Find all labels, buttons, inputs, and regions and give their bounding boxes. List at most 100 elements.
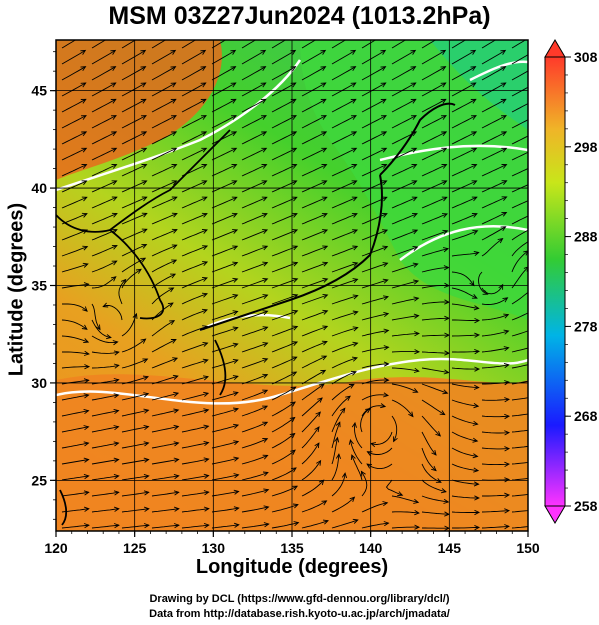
streamline-arrowhead — [320, 34, 325, 38]
streamline — [481, 398, 510, 401]
streamline-arrowhead — [142, 375, 149, 381]
streamline-arrowhead — [170, 34, 175, 38]
streamline-arrowhead — [321, 212, 328, 218]
streamline-arrowhead — [443, 247, 449, 253]
streamline-arrowhead — [334, 436, 340, 443]
streamline — [151, 98, 177, 113]
streamline — [241, 294, 268, 305]
streamline-arrowhead — [534, 508, 539, 512]
streamline-arrowhead — [410, 34, 415, 38]
streamline-arrowhead — [262, 373, 269, 379]
streamline — [151, 40, 167, 49]
streamline — [331, 422, 341, 449]
x-tick-label: 145 — [438, 540, 462, 556]
streamline-arrowhead — [111, 228, 118, 234]
x-tick-label: 125 — [123, 540, 147, 556]
streamline-arrowhead — [173, 523, 180, 529]
streamline-arrowhead — [440, 115, 447, 120]
streamline-arrowhead — [471, 213, 478, 218]
streamline — [91, 196, 117, 209]
streamline — [391, 180, 417, 193]
streamline-arrowhead — [504, 430, 511, 436]
streamline-arrowhead — [232, 326, 239, 332]
streamline-arrowhead — [83, 490, 90, 496]
streamline-arrowhead — [531, 83, 536, 87]
streamline — [421, 66, 446, 81]
streamline-arrowhead — [291, 467, 297, 473]
streamline-arrowhead — [110, 49, 117, 55]
streamline-arrowhead — [203, 473, 210, 479]
streamline — [211, 147, 237, 161]
streamline-arrowhead — [382, 278, 389, 284]
streamline — [181, 147, 207, 161]
streamline — [451, 431, 478, 442]
streamline — [211, 327, 238, 337]
streamline — [511, 397, 528, 401]
streamline-arrowhead — [414, 510, 420, 516]
streamline-arrowhead — [352, 261, 359, 267]
streamline — [241, 131, 267, 145]
streamline — [181, 442, 209, 449]
streamline — [478, 271, 488, 295]
streamline-arrowhead — [504, 492, 511, 498]
streamline-arrowhead — [413, 296, 420, 302]
streamline-arrowhead — [440, 488, 447, 494]
streamline — [481, 147, 507, 161]
streamline-arrowhead — [440, 98, 447, 104]
streamline — [331, 327, 358, 337]
streamline — [451, 447, 478, 457]
streamline-arrowhead — [497, 237, 504, 244]
streamline-arrowhead — [231, 212, 238, 218]
streamline — [481, 415, 510, 418]
streamline-arrowhead — [382, 245, 389, 251]
streamline-arrowhead — [200, 98, 207, 104]
streamline — [391, 40, 407, 49]
x-axis-label: Longitude (degrees) — [195, 556, 389, 578]
streamline — [301, 229, 328, 241]
streamline — [301, 294, 328, 305]
streamline — [271, 504, 299, 513]
streamline-arrowhead — [262, 471, 269, 477]
streamline — [451, 98, 477, 113]
streamline-arrowhead — [439, 410, 446, 416]
streamline — [421, 230, 448, 241]
streamline-arrowhead — [501, 147, 508, 153]
streamline — [481, 525, 509, 529]
streamline-arrowhead — [263, 488, 270, 494]
streamline-arrowhead — [503, 362, 510, 369]
streamline — [511, 40, 527, 49]
colorbar-tick-label: 278 — [574, 318, 598, 334]
streamline — [181, 229, 208, 241]
streamline-arrowhead — [411, 196, 418, 202]
streamline-arrowhead — [233, 423, 240, 429]
streamline-arrowhead — [352, 310, 359, 316]
streamline-arrowhead — [82, 306, 88, 312]
streamline-arrowhead — [380, 49, 387, 55]
streamline — [151, 82, 176, 97]
streamline — [331, 473, 346, 497]
streamline — [391, 66, 416, 81]
streamline — [241, 245, 268, 257]
streamline-arrowhead — [143, 424, 150, 431]
streamline — [151, 115, 177, 129]
y-tick-label: 35 — [31, 278, 47, 294]
streamline — [61, 335, 89, 343]
streamline-arrowhead — [321, 131, 328, 137]
streamline — [121, 50, 146, 65]
streamline-arrowhead — [231, 147, 238, 153]
streamline — [121, 491, 149, 497]
streamline-arrowhead — [440, 82, 447, 88]
streamline — [271, 245, 298, 257]
streamline-arrowhead — [169, 320, 176, 326]
streamline — [271, 229, 298, 241]
streamline — [271, 262, 298, 273]
streamline — [241, 115, 267, 129]
streamline — [61, 366, 89, 369]
streamline — [241, 489, 269, 497]
streamline — [331, 180, 357, 193]
streamline-arrowhead — [230, 49, 237, 55]
streamline — [511, 380, 528, 385]
streamline-arrowhead — [360, 470, 366, 477]
streamline — [181, 491, 209, 497]
streamline-arrowhead — [380, 66, 387, 72]
